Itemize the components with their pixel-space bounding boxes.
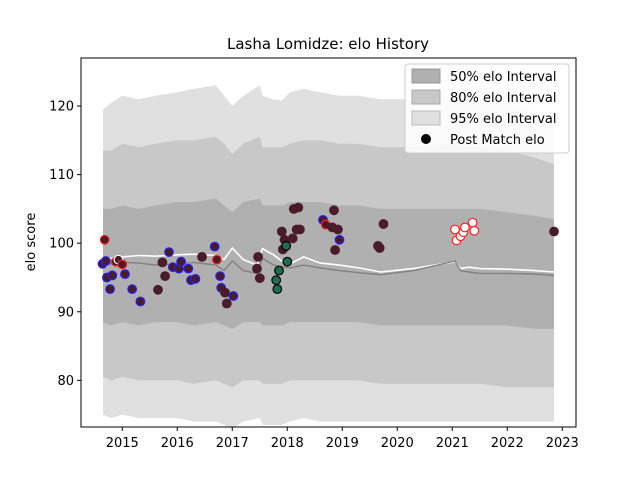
- data-point-44: [293, 202, 304, 213]
- data-point-23: [209, 241, 220, 252]
- data-point-24: [211, 254, 222, 265]
- data-point-21: [190, 274, 201, 284]
- y-tick-label-120: 120: [49, 100, 74, 115]
- data-point-34: [272, 284, 283, 295]
- y-tick-label-90: 90: [57, 305, 74, 320]
- data-point-10: [127, 284, 138, 295]
- data-point-52: [334, 234, 345, 245]
- legend-swatch-80: [411, 89, 441, 105]
- legend-label-95: 95% elo Interval: [450, 112, 557, 127]
- data-point-27: [220, 287, 231, 298]
- data-point-45: [295, 224, 305, 235]
- data-point-36: [276, 226, 287, 237]
- data-point-5: [107, 270, 118, 281]
- data-point-62: [469, 225, 480, 236]
- data-point-31: [253, 251, 264, 262]
- data-point-33: [271, 275, 282, 286]
- legend-swatch-50: [411, 68, 441, 84]
- data-point-11: [135, 296, 146, 307]
- legend-marker-post-match: [421, 134, 431, 144]
- y-tick-label-110: 110: [49, 168, 74, 183]
- data-point-28: [221, 298, 232, 309]
- data-point-32: [254, 273, 265, 284]
- data-point-8: [117, 259, 128, 270]
- data-point-18: [176, 256, 187, 267]
- data-point-63: [549, 226, 559, 237]
- data-point-61: [467, 217, 478, 228]
- data-point-54: [374, 243, 385, 253]
- y-axis-label: elo score: [24, 213, 39, 272]
- chart-title: Lasha Lomidze: elo History: [227, 35, 429, 53]
- x-tick-label-2017: 2017: [216, 436, 249, 451]
- data-point-9: [120, 269, 130, 280]
- y-tick-label-100: 100: [49, 237, 74, 252]
- x-tick-label-2016: 2016: [161, 436, 194, 451]
- data-point-22: [197, 251, 207, 262]
- y-tick-label-80: 80: [57, 374, 74, 389]
- data-point-13: [157, 257, 168, 268]
- data-point-41: [287, 233, 298, 244]
- data-point-2: [100, 256, 111, 266]
- data-point-19: [183, 263, 194, 274]
- data-point-40: [282, 256, 293, 267]
- post-match-points: [97, 202, 559, 309]
- legend-frame: [404, 63, 570, 154]
- data-point-4: [105, 284, 115, 295]
- plot-area: [97, 85, 559, 429]
- data-point-14: [160, 271, 171, 282]
- data-point-15: [164, 247, 174, 258]
- x-tick-label-2022: 2022: [491, 436, 524, 451]
- data-point-60: [460, 222, 470, 233]
- y-axis: 80 90 100 110 120: [49, 100, 81, 389]
- legend: 50% elo Interval 80% elo Interval 95% el…: [404, 63, 570, 154]
- data-point-49: [329, 205, 339, 216]
- data-point-25: [215, 271, 226, 282]
- data-point-12: [153, 284, 163, 295]
- data-point-35: [274, 265, 284, 276]
- axes-frame: [80, 57, 577, 428]
- legend-label-50: 50% elo Interval: [450, 70, 557, 85]
- x-tick-label-2020: 2020: [381, 436, 414, 451]
- x-tick-label-2019: 2019: [326, 436, 359, 451]
- legend-swatch-95: [411, 110, 441, 126]
- legend-label-80: 80% elo Interval: [450, 91, 557, 106]
- data-point-39: [281, 240, 292, 251]
- data-point-51: [333, 224, 343, 235]
- x-tick-label-2018: 2018: [271, 436, 304, 451]
- x-tick-label-2023: 2023: [546, 436, 579, 451]
- data-point-55: [378, 219, 389, 229]
- x-tick-label-2015: 2015: [106, 436, 139, 451]
- data-point-50: [330, 245, 341, 255]
- x-tick-label-2021: 2021: [436, 436, 469, 451]
- data-point-29: [228, 291, 239, 301]
- x-axis: 2015 2016 2017 2018 2019 2020 2021 2022 2023: [106, 427, 579, 451]
- data-point-30: [252, 263, 262, 274]
- legend-label-post-match: Post Match elo: [450, 133, 545, 148]
- data-point-0: [99, 234, 110, 245]
- interval-bands: [103, 85, 554, 429]
